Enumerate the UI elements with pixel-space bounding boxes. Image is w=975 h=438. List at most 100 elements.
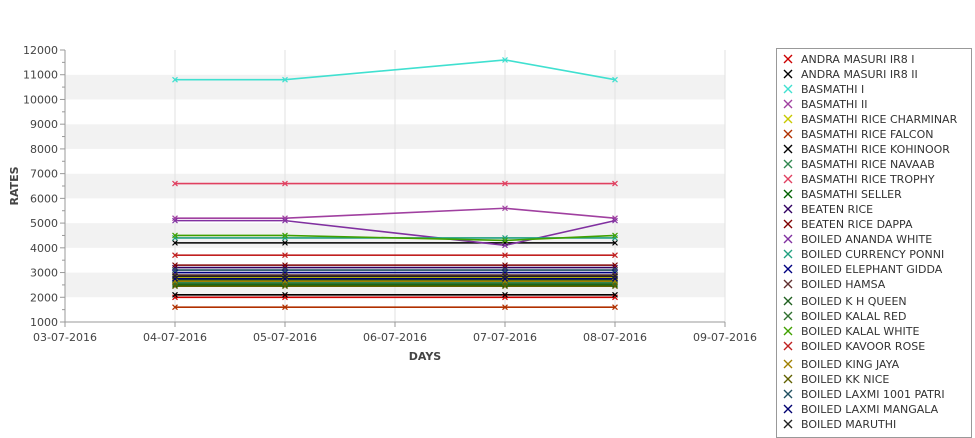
x-tick-label: 08-07-2016 <box>583 331 647 344</box>
legend-marker-icon <box>783 129 793 139</box>
data-point-marker <box>172 294 178 301</box>
x-tick-label: 05-07-2016 <box>253 331 317 344</box>
legend-item[interactable]: BASMATHI RICE NAVAAB <box>777 157 971 172</box>
data-point-marker <box>612 262 618 269</box>
data-point-marker <box>502 235 508 241</box>
data-point-marker <box>282 283 288 290</box>
legend-item[interactable]: BASMATHI SELLER <box>777 187 971 202</box>
legend-marker-icon <box>783 326 793 336</box>
legend-label: BASMATHI RICE FALCON <box>801 128 934 141</box>
y-tick-label: 7000 <box>30 168 58 181</box>
legend-item[interactable]: BEATEN RICE DAPPA <box>777 217 971 232</box>
legend-item[interactable]: BOILED KK NICE <box>777 372 971 387</box>
legend-item[interactable]: BASMATHI RICE KOHINOOR <box>777 142 971 157</box>
data-point-marker <box>172 252 178 259</box>
legend-marker-icon <box>783 296 793 306</box>
legend-marker-icon <box>783 419 793 429</box>
legend-marker-icon <box>783 389 793 399</box>
data-point-marker <box>172 278 178 285</box>
legend-label: BASMATHI RICE TROPHY <box>801 173 935 186</box>
legend-item[interactable]: BOILED KAVOOR ROSE <box>777 339 971 354</box>
data-point-marker <box>502 294 508 301</box>
data-point-marker <box>172 273 178 280</box>
legend-item[interactable]: BOILED MARUTHI <box>777 417 971 432</box>
data-point-marker <box>282 304 288 311</box>
y-tick-label: 2000 <box>30 291 58 304</box>
data-point-marker <box>172 267 178 273</box>
x-tick-label: 07-07-2016 <box>473 331 537 344</box>
data-point-marker <box>282 264 288 271</box>
legend-item[interactable]: BOILED KING JAYA <box>777 357 971 372</box>
legend-item[interactable]: BOILED LAXMI MANGALA <box>777 402 971 417</box>
legend-item[interactable]: BOILED K H QUEEN <box>777 294 971 309</box>
y-tick-label: 10000 <box>23 93 58 106</box>
series-line <box>175 207 616 219</box>
legend-label: BOILED KALAL RED <box>801 310 907 323</box>
legend-label: BASMATHI RICE KOHINOOR <box>801 143 950 156</box>
data-point-marker <box>282 280 288 287</box>
series-markers <box>172 56 618 311</box>
data-point-marker <box>172 180 178 187</box>
legend-marker-icon <box>783 374 793 384</box>
legend-item[interactable]: BOILED KALAL RED <box>777 309 971 324</box>
legend-item[interactable]: BASMATHI II <box>777 97 971 112</box>
legend-marker-icon <box>783 234 793 244</box>
data-point-marker <box>612 235 618 241</box>
data-point-marker <box>502 280 508 287</box>
data-point-marker <box>282 76 288 83</box>
legend-item[interactable]: BOILED ELEPHANT GIDDA <box>777 262 971 277</box>
legend-label: BOILED KK NICE <box>801 373 890 386</box>
legend-item[interactable]: ANDRA MASURI IR8 I <box>777 52 971 67</box>
data-point-marker <box>502 180 508 187</box>
data-point-marker <box>612 267 618 273</box>
legend-label: BOILED MARUTHI <box>801 418 897 431</box>
legend-label: BASMATHI RICE NAVAAB <box>801 158 935 171</box>
legend-marker-icon <box>783 99 793 109</box>
data-point-marker <box>282 252 288 259</box>
legend-marker-icon <box>783 69 793 79</box>
legend-item[interactable]: BOILED HAMSA <box>777 277 971 292</box>
legend-item[interactable]: BOILED ANANDA WHITE <box>777 232 971 247</box>
data-point-marker <box>172 239 178 246</box>
data-point-marker <box>172 76 178 83</box>
data-point-marker <box>282 239 288 246</box>
y-tick-label: 4000 <box>30 242 58 255</box>
data-point-marker <box>282 217 288 224</box>
data-point-marker <box>612 217 618 224</box>
legend-item[interactable]: ANDRA MASURI IR8 II <box>777 67 971 82</box>
legend-marker-icon <box>783 159 793 169</box>
legend-item[interactable]: BASMATHI RICE TROPHY <box>777 172 971 187</box>
legend-item[interactable]: BOILED CURRENCY PONNI <box>777 247 971 262</box>
legend-marker-icon <box>783 264 793 274</box>
legend-marker-icon <box>783 249 793 259</box>
data-point-marker <box>502 205 508 212</box>
data-point-marker <box>282 291 288 298</box>
y-axis-title: RATES <box>8 166 21 205</box>
legend: ANDRA MASURI IR8 I ANDRA MASURI IR8 II BAS… <box>776 48 972 438</box>
data-point-marker <box>502 278 508 285</box>
data-point-marker <box>612 180 618 187</box>
legend-item[interactable]: BASMATHI RICE FALCON <box>777 127 971 142</box>
data-point-marker <box>612 264 618 271</box>
y-tick-label: 3000 <box>30 267 58 280</box>
data-point-marker <box>612 291 618 298</box>
data-point-marker <box>172 264 178 271</box>
data-point-marker <box>172 217 178 224</box>
data-point-marker <box>612 278 618 285</box>
legend-marker-icon <box>783 84 793 94</box>
legend-item[interactable]: BASMATHI RICE CHARMINAR <box>777 112 971 127</box>
legend-label: BOILED K H QUEEN <box>801 295 907 308</box>
data-point-marker <box>502 267 508 273</box>
y-axis-ticks: 1000 2000 3000 4000 5000 6000 7000 8000 9000 1000… <box>23 44 65 329</box>
legend-marker-icon <box>783 341 793 351</box>
y-tick-label: 8000 <box>30 143 58 156</box>
y-tick-label: 12000 <box>23 44 58 57</box>
data-point-marker <box>612 280 618 287</box>
legend-item[interactable]: BOILED LAXMI 1001 PATRI <box>777 387 971 402</box>
legend-item[interactable]: BEATEN RICE <box>777 202 971 217</box>
y-tick-label: 1000 <box>30 316 58 329</box>
data-point-marker <box>282 275 288 282</box>
legend-item[interactable]: BASMATHI I <box>777 82 971 97</box>
legend-item[interactable]: BOILED KALAL WHITE <box>777 324 971 339</box>
data-point-marker <box>612 283 618 290</box>
